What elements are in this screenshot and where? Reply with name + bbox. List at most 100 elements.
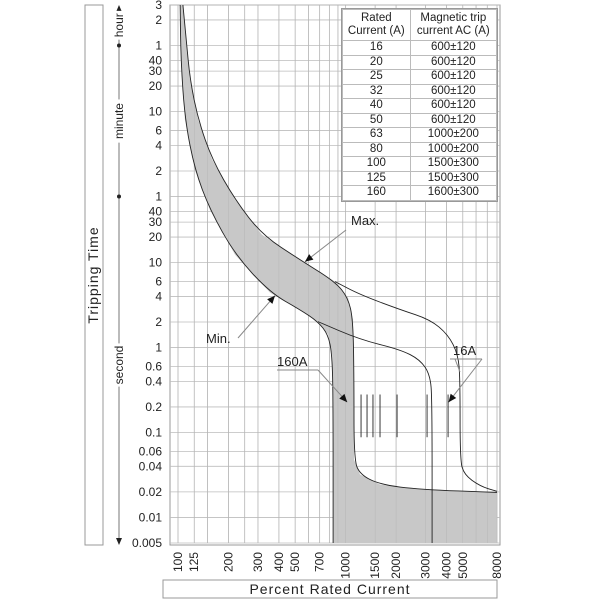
time-unit-hour: hour [112, 13, 126, 37]
x-tick-label: 500 [288, 552, 302, 572]
y-title-box [84, 4, 104, 546]
table-header-trip: Magnetic trip current AC (A) [409, 9, 498, 41]
trip-current-cell: 1500±300 [409, 170, 498, 186]
y-tick-label: 4 [155, 289, 162, 303]
y-tick-label: 0.1 [145, 426, 162, 440]
y-tick-label: 0.02 [139, 485, 163, 499]
curve-min- [179, 4, 334, 543]
trip-current-cell: 600±120 [409, 54, 498, 70]
trip-current-cell: 600±120 [409, 40, 498, 56]
table-row: 100 1500±300 [342, 156, 498, 172]
table-row: 25 600±120 [342, 69, 498, 85]
annotation-min-leader [237, 295, 276, 339]
annotation-max-leader [304, 229, 347, 263]
x-tick-label: 1000 [339, 552, 353, 579]
annotation-16a-leader-2 [454, 358, 461, 373]
x-tick-label: 8000 [490, 552, 504, 579]
rated-current-cell: 40 [342, 98, 411, 114]
trip-current-cell: 1000±200 [409, 127, 498, 143]
y-tick-label: 20 [149, 79, 163, 93]
x-tick-label: 1500 [368, 552, 382, 579]
table-row: 32 600±120 [342, 83, 498, 99]
annotation-160a: 160A [277, 354, 308, 369]
table-row: 50 600±120 [342, 112, 498, 128]
table-row: 125 1500±300 [342, 170, 498, 186]
y-tick-label: 0.6 [145, 359, 162, 373]
unit-label-bg [112, 10, 126, 40]
table-row: 63 1000±200 [342, 127, 498, 143]
y-tick-label: 0.06 [139, 444, 163, 458]
x-tick-label: 200 [221, 552, 235, 572]
annotation-min: Min. [206, 331, 231, 346]
annotation-min-arrowhead-icon [267, 295, 276, 304]
y-tick-label: 1 [155, 190, 162, 204]
x-tick-label: 2000 [389, 552, 403, 579]
x-tick-label: 125 [187, 552, 201, 572]
time-unit-minute: minute [112, 103, 126, 139]
rated-current-cell: 50 [342, 112, 411, 128]
table-row: 16 600±120 [342, 40, 498, 56]
unit-divider-dot [117, 194, 121, 199]
table-row: 80 1000±200 [342, 141, 498, 157]
y-tick-label: 20 [149, 230, 163, 244]
y-tick-label: 1 [155, 39, 162, 53]
y-tick-label: 2 [155, 164, 162, 178]
x-tick-label: 100 [171, 552, 185, 572]
trip-current-cell: 600±120 [409, 69, 498, 85]
trip-current-cell: 1000±200 [409, 141, 498, 157]
rated-current-cell: 160 [342, 185, 411, 201]
unit-label-bg [112, 99, 126, 143]
y-tick-label: 0.01 [139, 510, 163, 524]
trip-current-cell: 600±120 [409, 83, 498, 99]
y-tick-label: 10 [149, 256, 163, 270]
trip-current-cell: 1600±300 [409, 185, 498, 201]
y-tick-label: 2 [155, 315, 162, 329]
x-tick-label: 4000 [440, 552, 454, 579]
y-tick-label: 40 [149, 205, 163, 219]
x-axis-title: Percent Rated Current [249, 581, 410, 597]
arrow-down-icon [116, 538, 122, 545]
magnetic-trip-table: Rated Current (A) Magnetic trip current AC… [341, 8, 498, 202]
table-header-rated: Rated Current (A) [342, 9, 411, 41]
x-tick-label: 700 [313, 552, 327, 572]
annotation-160a-arrowhead-icon [339, 393, 348, 403]
rated-current-cell: 100 [342, 156, 411, 172]
x-tick-label: 300 [251, 552, 265, 572]
table-row: 40 600±120 [342, 98, 498, 114]
y-tick-label: 2 [155, 13, 162, 27]
x-tick-label: 3000 [419, 552, 433, 579]
y-tick-label: 6 [155, 274, 162, 288]
y-tick-label: 0.2 [145, 400, 162, 414]
rated-current-cell: 125 [342, 170, 411, 186]
x-tick-label: 5000 [456, 552, 470, 579]
table-row: 160 1600±300 [342, 185, 498, 201]
y-tick-label: 30 [149, 64, 163, 78]
x-title-box [162, 579, 498, 599]
y-tick-label: 10 [149, 105, 163, 119]
arrow-up-icon [116, 5, 122, 12]
y-axis-title: Tripping Time [85, 226, 101, 323]
y-tick-label: 0.005 [132, 536, 162, 550]
y-tick-label: 4 [155, 138, 162, 152]
rated-current-cell: 25 [342, 69, 411, 85]
y-tick-label: 6 [155, 123, 162, 137]
rated-current-cell: 80 [342, 141, 411, 157]
unit-divider-dot [117, 43, 121, 48]
y-tick-label: 40 [149, 53, 163, 67]
x-tick-label: 400 [272, 552, 286, 572]
tripping-band [180, 5, 498, 543]
table-row: 20 600±120 [342, 54, 498, 70]
trip-current-cell: 1500±300 [409, 156, 498, 172]
unit-label-bg [112, 343, 126, 387]
curve-16a-min [317, 321, 433, 543]
rated-current-cell: 32 [342, 83, 411, 99]
rated-current-cell: 20 [342, 54, 411, 70]
y-tick-label: 0.04 [139, 459, 163, 473]
annotation-max-arrowhead-icon [304, 254, 314, 262]
annotation-max: Max. [351, 213, 379, 228]
y-tick-label: 1 [155, 341, 162, 355]
annotation-16a-arrowhead-icon [448, 393, 457, 403]
time-unit-second: second [112, 346, 126, 385]
y-tick-label: 0.4 [145, 374, 162, 388]
